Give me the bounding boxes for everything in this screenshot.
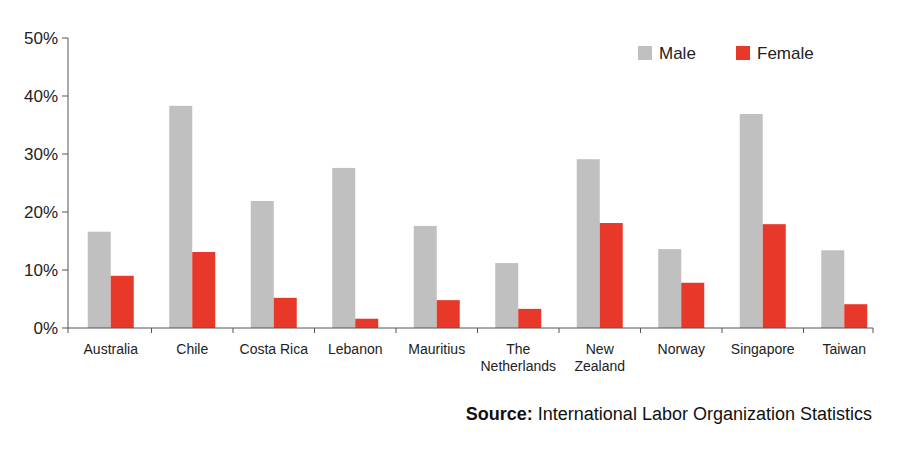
bar — [518, 309, 541, 328]
bar — [332, 168, 355, 328]
y-tick-label: 30% — [24, 145, 58, 164]
y-tick — [62, 270, 68, 271]
bar — [437, 300, 460, 328]
bar — [844, 304, 867, 328]
y-tick-label: 20% — [24, 203, 58, 222]
legend: Male Female — [638, 44, 814, 63]
bar — [251, 201, 274, 328]
bar — [495, 263, 518, 328]
x-tick — [314, 328, 315, 333]
legend-swatch — [638, 46, 652, 60]
bar — [763, 224, 786, 328]
y-tick-label: 10% — [24, 261, 58, 280]
y-tick — [62, 96, 68, 97]
x-tick-label: Singapore — [731, 341, 795, 357]
y-tick-label: 40% — [24, 87, 58, 106]
y-tick — [62, 154, 68, 155]
x-tick-label-line: Australia — [84, 341, 139, 357]
chart-svg: 0% 10% 20% 30% 40% 50% Australia Chile Costa Ric… — [0, 0, 900, 458]
x-tick — [151, 328, 152, 333]
y-axis-line — [68, 38, 69, 328]
x-tick-label: Mauritius — [408, 341, 465, 357]
bar — [577, 159, 600, 328]
bar — [274, 298, 297, 328]
bar — [169, 106, 192, 328]
x-tick — [396, 328, 397, 333]
x-tick — [873, 328, 874, 333]
x-tick — [559, 328, 560, 333]
x-axis-line — [68, 328, 873, 329]
bar — [111, 276, 134, 328]
x-tick-label-line: The — [506, 341, 530, 357]
x-tick-label: Taiwan — [822, 341, 866, 357]
x-tick-label-line: Chile — [176, 341, 208, 357]
x-tick-label-line: New — [586, 341, 615, 357]
bar — [600, 223, 623, 328]
bar — [821, 250, 844, 328]
x-tick-label-line: Netherlands — [481, 358, 557, 374]
y-tick-label: 50% — [24, 29, 58, 48]
bar — [740, 114, 763, 328]
bar — [88, 232, 111, 328]
x-tick-label: Australia — [84, 341, 139, 357]
y-tick — [62, 328, 68, 329]
legend-label: Female — [757, 44, 814, 63]
x-tick-label: Costa Rica — [240, 341, 309, 357]
x-tick — [68, 328, 69, 333]
x-tick-label: Norway — [658, 341, 705, 357]
bar — [355, 319, 378, 328]
bars — [88, 106, 868, 328]
x-tick-label-line: Taiwan — [822, 341, 866, 357]
y-tick — [62, 212, 68, 213]
x-tick-label: Chile — [176, 341, 208, 357]
source-label: Source: — [466, 404, 533, 424]
x-tick-label-line: Lebanon — [328, 341, 383, 357]
bar — [681, 283, 704, 328]
x-tick-label-line: Costa Rica — [240, 341, 309, 357]
bar — [414, 226, 437, 328]
x-tick-label: TheNetherlands — [481, 341, 557, 374]
x-tick-label-line: Zealand — [574, 358, 625, 374]
y-tick-label: 0% — [33, 319, 58, 338]
legend-label: Male — [659, 44, 696, 63]
x-tick — [803, 328, 804, 333]
source-note: Source: International Labor Organization… — [466, 404, 872, 424]
x-tick-label-line: Singapore — [731, 341, 795, 357]
x-tick-label-line: Norway — [658, 341, 705, 357]
x-tick-label-line: Mauritius — [408, 341, 465, 357]
legend-swatch — [736, 46, 750, 60]
bar — [192, 252, 215, 328]
x-tick-label: NewZealand — [574, 341, 625, 374]
x-tick — [640, 328, 641, 333]
chart-container: 0% 10% 20% 30% 40% 50% Australia Chile Costa Ric… — [0, 0, 900, 458]
source-text: International Labor Organization Statist… — [533, 404, 872, 424]
x-tick — [477, 328, 478, 333]
y-tick — [62, 38, 68, 39]
x-tick — [233, 328, 234, 333]
bar — [658, 249, 681, 328]
x-tick — [722, 328, 723, 333]
x-tick-label: Lebanon — [328, 341, 383, 357]
